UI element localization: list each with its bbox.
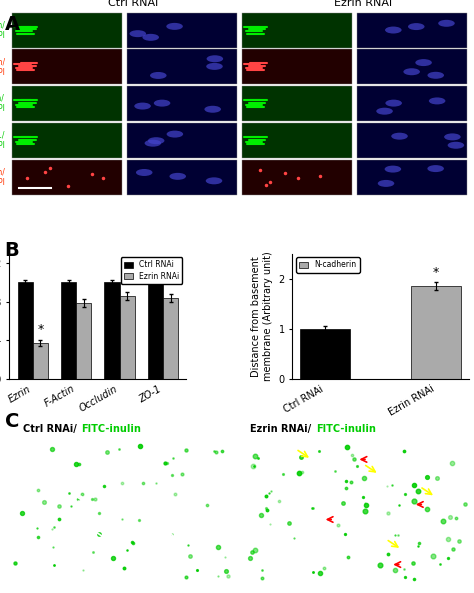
Ellipse shape — [169, 173, 186, 180]
Text: B: B — [5, 241, 19, 260]
FancyBboxPatch shape — [127, 13, 237, 47]
Ellipse shape — [428, 165, 444, 172]
Bar — [33, 343, 48, 379]
Ellipse shape — [408, 23, 425, 30]
Text: *: * — [433, 266, 439, 279]
Bar — [104, 282, 119, 379]
Ellipse shape — [429, 97, 446, 104]
FancyBboxPatch shape — [12, 86, 122, 121]
Ellipse shape — [145, 140, 161, 146]
Bar — [76, 302, 91, 379]
Bar — [411, 286, 461, 379]
Ellipse shape — [166, 23, 183, 30]
Ellipse shape — [438, 20, 455, 27]
Ellipse shape — [385, 27, 401, 34]
Text: ZO-1/
DAPI: ZO-1/ DAPI — [0, 130, 5, 150]
Bar — [301, 329, 350, 379]
Bar — [119, 296, 135, 379]
Bar — [61, 282, 76, 379]
FancyBboxPatch shape — [356, 13, 467, 47]
Text: Ezrin RNAi: Ezrin RNAi — [335, 0, 392, 8]
Text: Ctrl RNAi: Ctrl RNAi — [109, 0, 159, 8]
Ellipse shape — [447, 142, 464, 149]
Legend: N-cadherin: N-cadherin — [296, 257, 360, 273]
Y-axis label: Distance from basement
membrane (Arbitrary unit): Distance from basement membrane (Arbitra… — [251, 251, 273, 381]
Legend: Ctrl RNAi, Ezrin RNAi: Ctrl RNAi, Ezrin RNAi — [121, 257, 182, 284]
FancyBboxPatch shape — [12, 49, 122, 84]
FancyBboxPatch shape — [12, 123, 122, 158]
Ellipse shape — [385, 100, 402, 107]
Bar — [18, 282, 33, 379]
FancyBboxPatch shape — [356, 86, 467, 121]
Text: F-Actin/
DAPI: F-Actin/ DAPI — [0, 58, 5, 76]
Ellipse shape — [204, 106, 221, 113]
Ellipse shape — [150, 72, 166, 79]
Ellipse shape — [415, 59, 432, 66]
Bar — [148, 282, 163, 379]
Ellipse shape — [391, 133, 408, 140]
Ellipse shape — [384, 165, 401, 173]
FancyBboxPatch shape — [12, 160, 122, 195]
Ellipse shape — [378, 180, 394, 187]
Text: *: * — [37, 323, 44, 336]
Ellipse shape — [154, 100, 170, 107]
Ellipse shape — [148, 137, 164, 144]
FancyBboxPatch shape — [356, 49, 467, 84]
FancyBboxPatch shape — [242, 86, 352, 121]
Ellipse shape — [444, 133, 461, 141]
Text: FITC-inulin: FITC-inulin — [82, 424, 141, 434]
Ellipse shape — [428, 72, 444, 79]
Ellipse shape — [136, 169, 153, 176]
FancyBboxPatch shape — [356, 160, 467, 195]
Ellipse shape — [129, 30, 146, 37]
Text: C: C — [5, 412, 19, 431]
Bar — [163, 298, 178, 379]
Ellipse shape — [376, 108, 393, 114]
Ellipse shape — [207, 55, 223, 62]
Text: A: A — [5, 15, 20, 34]
Text: Ctrl RNAi/: Ctrl RNAi/ — [23, 424, 77, 434]
FancyBboxPatch shape — [12, 13, 122, 47]
FancyBboxPatch shape — [127, 86, 237, 121]
FancyBboxPatch shape — [242, 160, 352, 195]
Text: Occludin/
DAPI: Occludin/ DAPI — [0, 94, 5, 113]
FancyBboxPatch shape — [356, 123, 467, 158]
Ellipse shape — [206, 63, 223, 70]
Ellipse shape — [403, 68, 420, 75]
Text: FITC-inulin: FITC-inulin — [316, 424, 376, 434]
FancyBboxPatch shape — [242, 49, 352, 84]
Text: Ezrin/
DAPI: Ezrin/ DAPI — [0, 21, 5, 40]
Ellipse shape — [166, 130, 183, 138]
FancyBboxPatch shape — [127, 123, 237, 158]
Ellipse shape — [206, 177, 222, 184]
Text: N-Cadherin/
DAPI: N-Cadherin/ DAPI — [0, 167, 5, 187]
FancyBboxPatch shape — [127, 49, 237, 84]
Ellipse shape — [134, 103, 151, 110]
FancyBboxPatch shape — [242, 123, 352, 158]
FancyBboxPatch shape — [242, 13, 352, 47]
Text: Ezrin RNAi/: Ezrin RNAi/ — [250, 424, 311, 434]
FancyBboxPatch shape — [127, 160, 237, 195]
Ellipse shape — [143, 34, 159, 41]
